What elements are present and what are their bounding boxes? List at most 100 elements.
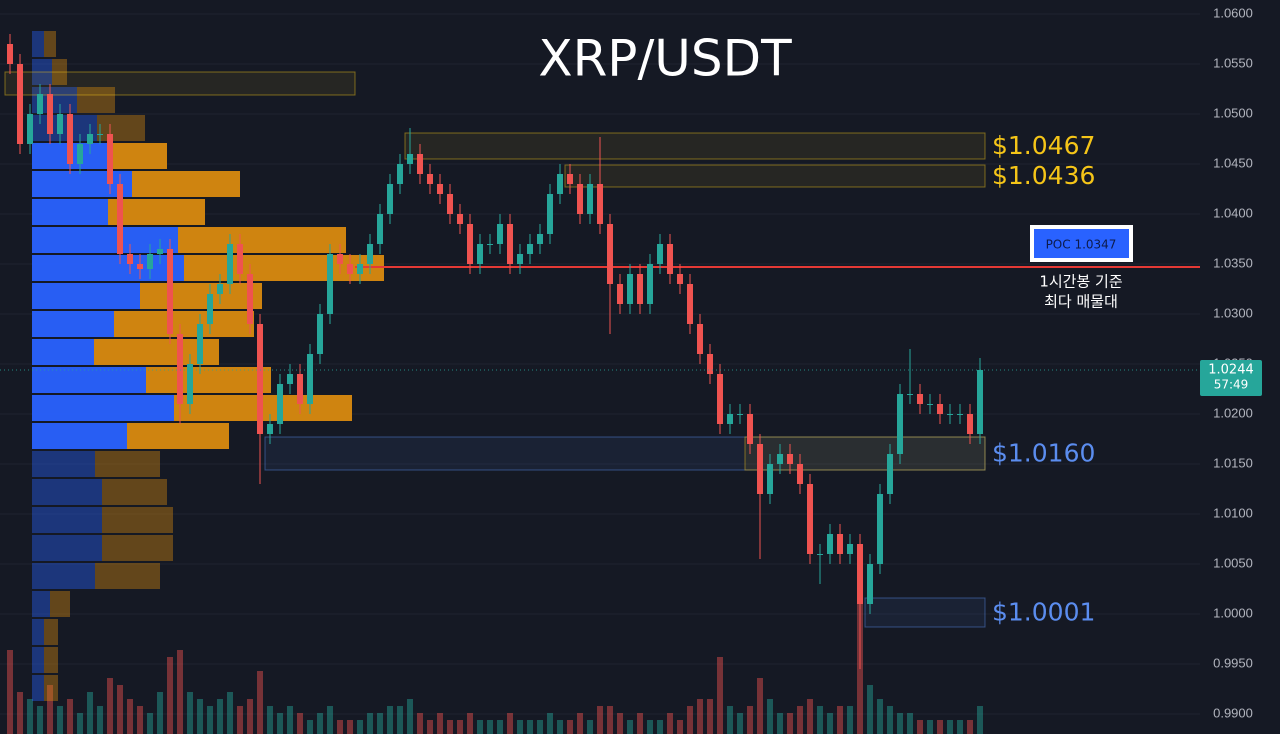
candle-body <box>537 234 543 244</box>
volume-bar <box>497 720 503 734</box>
volume-bar <box>927 720 933 734</box>
profile-sell-bar <box>184 255 384 281</box>
volume-bar <box>7 650 13 734</box>
volume-bar <box>317 713 323 734</box>
candle-body <box>207 294 213 324</box>
y-tick-label: 1.0500 <box>1213 105 1253 120</box>
profile-buy-bar <box>32 451 95 477</box>
volume-bar <box>47 685 53 734</box>
volume-bar <box>787 713 793 734</box>
volume-bar <box>257 671 263 734</box>
candle-body <box>647 264 653 304</box>
profile-buy-bar <box>32 395 174 421</box>
candle-body <box>937 404 943 414</box>
volume-bar <box>687 706 693 734</box>
volume-bar <box>797 706 803 734</box>
volume-bar <box>657 720 663 734</box>
volume-bar <box>817 706 823 734</box>
volume-bar <box>127 699 133 734</box>
volume-bar <box>557 720 563 734</box>
candle-body <box>577 184 583 214</box>
profile-sell-bar <box>52 59 67 85</box>
volume-bar <box>757 678 763 734</box>
volume-bar <box>517 720 523 734</box>
volume-bar <box>377 713 383 734</box>
volume-bar <box>327 706 333 734</box>
candle-body <box>907 394 913 395</box>
countdown-label: 57:49 <box>1214 378 1249 392</box>
profile-buy-bar <box>32 311 114 337</box>
volume-bar <box>447 720 453 734</box>
volume-bar <box>247 699 253 734</box>
candle-body <box>707 354 713 374</box>
candle-body <box>257 324 263 434</box>
volume-bar <box>347 720 353 734</box>
volume-bar <box>667 713 673 734</box>
candle-body <box>717 374 723 424</box>
candle-body <box>107 134 113 184</box>
volume-bar <box>737 713 743 734</box>
profile-buy-bar <box>32 283 140 309</box>
poc-note: 1시간봉 기준 <box>1039 273 1123 291</box>
profile-buy-bar <box>32 507 102 533</box>
volume-bar <box>237 706 243 734</box>
candle-body <box>727 414 733 424</box>
volume-bar <box>147 713 153 734</box>
volume-bar <box>107 678 113 734</box>
zone-label: $1.0467 <box>992 131 1095 160</box>
candle-body <box>407 154 413 164</box>
profile-buy-bar <box>32 675 44 701</box>
volume-bar <box>357 720 363 734</box>
volume-bar <box>617 713 623 734</box>
profile-sell-bar <box>44 647 58 673</box>
volume-bar <box>397 706 403 734</box>
candle-body <box>567 174 573 184</box>
candle-body <box>657 244 663 264</box>
profile-sell-bar <box>102 535 173 561</box>
profile-buy-bar <box>32 115 97 141</box>
candle-body <box>397 164 403 184</box>
profile-sell-bar <box>127 423 229 449</box>
candle-body <box>7 44 13 64</box>
candle-body <box>807 484 813 554</box>
volume-bar <box>387 706 393 734</box>
zone-label: $1.0436 <box>992 161 1095 190</box>
profile-buy-bar <box>32 227 178 253</box>
candle-body <box>277 384 283 424</box>
volume-bar <box>87 692 93 734</box>
profile-buy-bar <box>32 647 44 673</box>
y-tick-label: 0.9950 <box>1213 655 1253 670</box>
volume-bar <box>307 720 313 734</box>
candle-body <box>87 134 93 144</box>
y-tick-label: 0.9900 <box>1213 705 1253 720</box>
candle-body <box>557 174 563 194</box>
volume-bar <box>967 720 973 734</box>
candle-body <box>817 554 823 555</box>
volume-bar <box>167 657 173 734</box>
volume-bar <box>747 706 753 734</box>
candle-body <box>757 444 763 494</box>
profile-buy-bar <box>32 255 184 281</box>
volume-bar <box>37 706 43 734</box>
candle-body <box>477 244 483 264</box>
profile-buy-bar <box>32 563 95 589</box>
candle-body <box>337 254 343 264</box>
volume-bar <box>937 720 943 734</box>
candle-body <box>447 194 453 214</box>
volume-bar <box>177 650 183 734</box>
volume-bar <box>597 706 603 734</box>
profile-sell-bar <box>107 143 167 169</box>
volume-bar <box>917 720 923 734</box>
profile-sell-bar <box>132 171 240 197</box>
profile-sell-bar <box>146 367 271 393</box>
candle-body <box>507 224 513 264</box>
candle-body <box>597 184 603 224</box>
volume-bar <box>17 692 23 734</box>
candle-body <box>37 94 43 114</box>
volume-bar <box>567 720 573 734</box>
candle-body <box>77 144 83 164</box>
profile-buy-bar <box>32 423 127 449</box>
candle-body <box>387 184 393 214</box>
candle-body <box>117 184 123 254</box>
y-tick-label: 1.0600 <box>1213 5 1253 20</box>
